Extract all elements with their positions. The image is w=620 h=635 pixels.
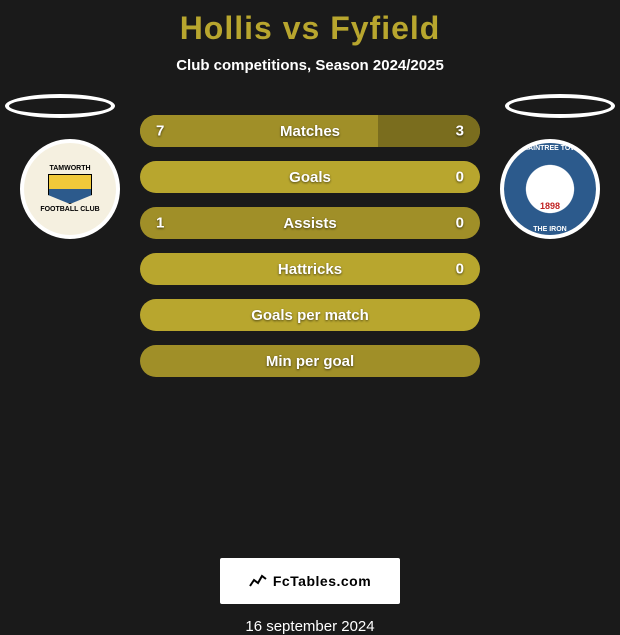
stat-bar-goals-per-match: Goals per match (140, 299, 480, 331)
club-badge-right-inner: BRAINTREE TOWN THE IRON (504, 139, 596, 239)
club-right-ring-top: BRAINTREE TOWN (504, 145, 596, 152)
stat-label: Hattricks (278, 261, 342, 278)
stat-value-right: 0 (456, 169, 464, 186)
chart-icon (249, 574, 267, 588)
stats-column: Matches73Goals0Assists10Hattricks0Goals … (140, 115, 480, 391)
stat-label: Matches (280, 123, 340, 140)
footer-date: 16 september 2024 (0, 618, 620, 635)
stat-bar-min-per-goal: Min per goal (140, 345, 480, 377)
stat-fill-right (378, 115, 480, 147)
title-text: Hollis vs Fyfield (180, 10, 441, 46)
club-badge-left-inner: TAMWORTH FOOTBALL CLUB (30, 149, 110, 229)
subtitle: Club competitions, Season 2024/2025 (0, 57, 620, 74)
stat-bar-assists: Assists 1 0 (140, 207, 480, 239)
stat-label: Assists (283, 215, 336, 232)
stat-value-right: 3 (456, 123, 464, 140)
shield-icon (48, 174, 92, 204)
halo-right (505, 94, 615, 118)
stat-label: Goals per match (251, 307, 369, 324)
stat-label: Min per goal (266, 353, 354, 370)
stat-bar-goals: Goals 0 (140, 161, 480, 193)
stat-fill-left (140, 115, 378, 147)
stat-label: Goals (289, 169, 331, 186)
club-badge-right: BRAINTREE TOWN THE IRON (500, 139, 600, 239)
brand-text: FcTables.com (273, 573, 371, 589)
stat-value-right: 0 (456, 261, 464, 278)
club-left-bottom-text: FOOTBALL CLUB (40, 206, 99, 213)
stat-bar-matches: Matches 7 3 (140, 115, 480, 147)
club-left-top-text: TAMWORTH (49, 165, 90, 172)
club-badge-left: TAMWORTH FOOTBALL CLUB (20, 139, 120, 239)
club-right-ring-bottom: THE IRON (504, 226, 596, 233)
stat-value-right: 0 (456, 215, 464, 232)
stat-bar-hattricks: Hattricks 0 (140, 253, 480, 285)
brand-logo: FcTables.com (220, 558, 400, 604)
page-title: Hollis vs Fyfield (0, 0, 620, 47)
stat-value-left: 7 (156, 123, 164, 140)
halo-left (5, 94, 115, 118)
stat-value-left: 1 (156, 215, 164, 232)
